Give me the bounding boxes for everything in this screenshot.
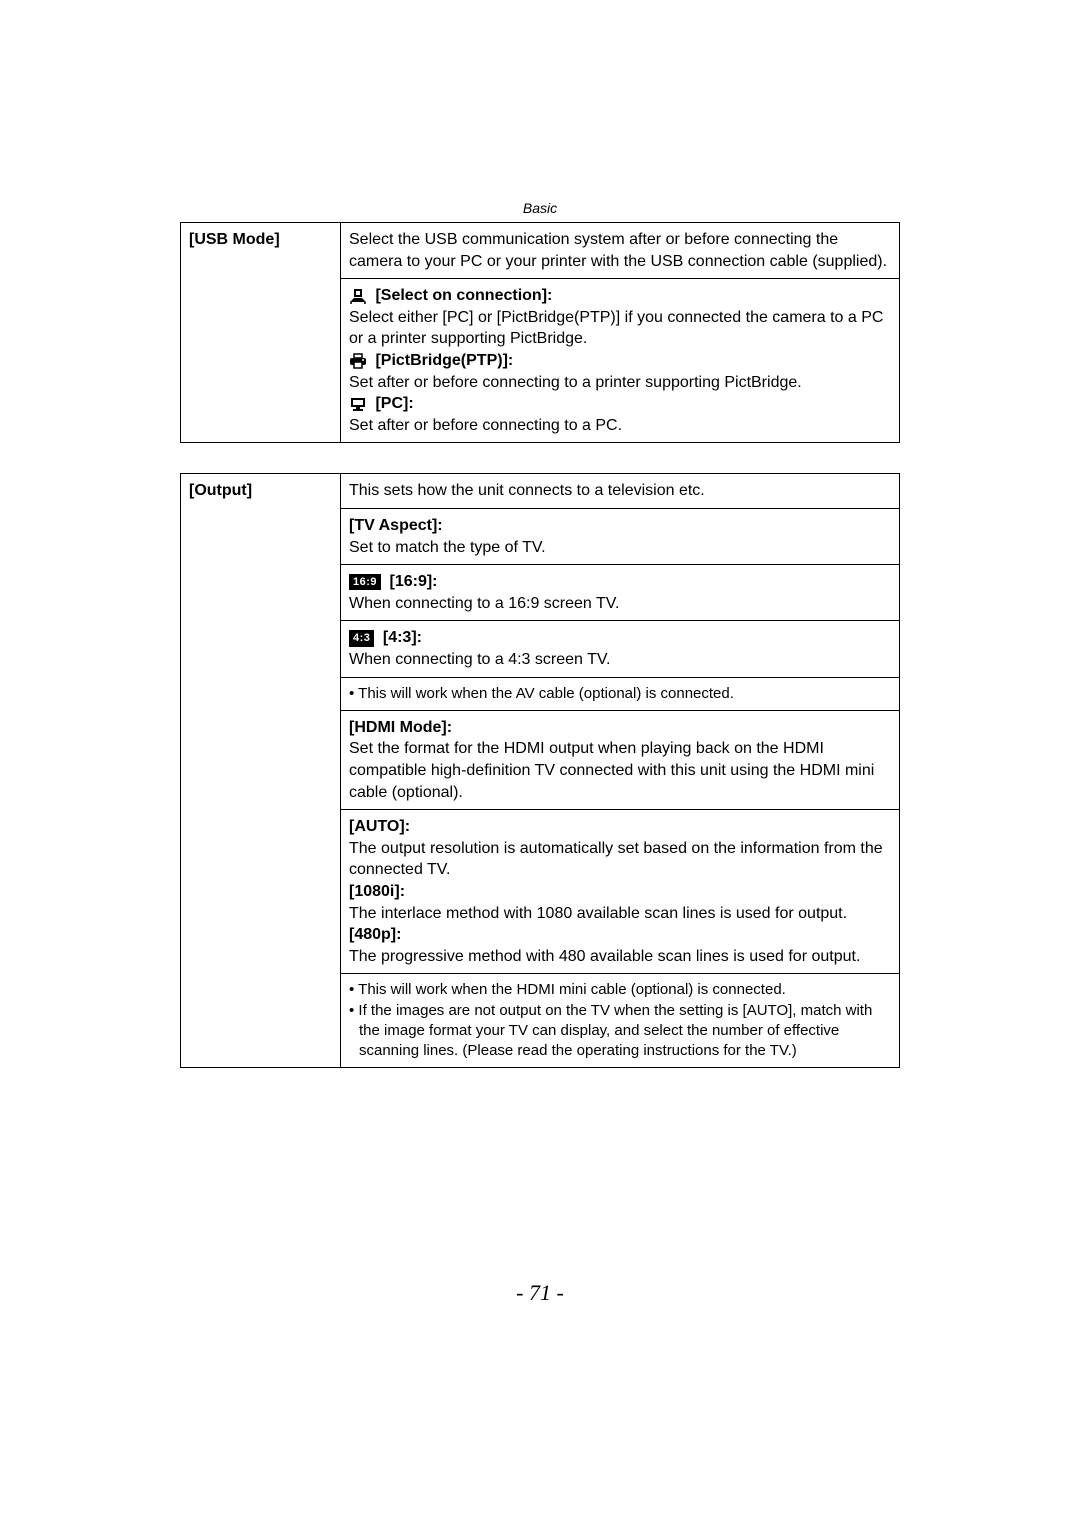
output-table: [Output] This sets how the unit connects… <box>180 473 900 1068</box>
option-title: [AUTO]: <box>349 818 410 835</box>
pc-icon <box>349 393 367 415</box>
setting-description: This sets how the unit connects to a tel… <box>341 474 900 509</box>
note-text: This will work when the HDMI mini cable … <box>358 981 786 998</box>
document-page: Basic [USB Mode] Select the USB communic… <box>0 0 1080 1526</box>
option-title: [HDMI Mode]: <box>349 719 452 736</box>
printer-icon <box>349 350 367 372</box>
aspect-badge-43: 4:3 <box>349 630 374 647</box>
option-text: The output resolution is automatically s… <box>349 840 883 879</box>
setting-options: [Select on connection]: Select either [P… <box>341 279 900 443</box>
setting-option: 4:3 [4:3]: When connecting to a 4:3 scre… <box>341 621 900 677</box>
table-row: [Output] This sets how the unit connects… <box>181 474 900 509</box>
section-header: Basic <box>180 200 900 216</box>
option-text: When connecting to a 4:3 screen TV. <box>349 651 611 668</box>
option-text: Set after or before connecting to a PC. <box>349 417 622 434</box>
option-text: Select either [PC] or [PictBridge(PTP)] … <box>349 309 883 348</box>
option-text: Set to match the type of TV. <box>349 539 546 556</box>
option-title: [16:9]: <box>389 573 437 590</box>
option-text: Set the format for the HDMI output when … <box>349 740 874 800</box>
option-text: Set after or before connecting to a prin… <box>349 374 802 391</box>
setting-description: Select the USB communication system afte… <box>341 223 900 279</box>
option-text: When connecting to a 16:9 screen TV. <box>349 595 619 612</box>
setting-note: • This will work when the AV cable (opti… <box>341 677 900 710</box>
option-title: [480p]: <box>349 926 401 943</box>
aspect-badge-169: 16:9 <box>349 574 381 591</box>
setting-option: [TV Aspect]: Set to match the type of TV… <box>341 509 900 565</box>
setting-label: [Output] <box>181 474 341 1068</box>
note-text: If the images are not output on the TV w… <box>358 1002 872 1060</box>
setting-option: 16:9 [16:9]: When connecting to a 16:9 s… <box>341 565 900 621</box>
setting-note: • This will work when the HDMI mini cabl… <box>341 974 900 1068</box>
setting-option: [AUTO]: The output resolution is automat… <box>341 810 900 974</box>
option-title: [Select on connection]: <box>375 287 552 304</box>
setting-option: [HDMI Mode]: Set the format for the HDMI… <box>341 710 900 809</box>
option-title: [PictBridge(PTP)]: <box>375 352 513 369</box>
option-text: The progressive method with 480 availabl… <box>349 948 860 965</box>
setting-label: [USB Mode] <box>181 223 341 443</box>
usb-select-icon <box>349 285 367 307</box>
option-title: [TV Aspect]: <box>349 517 443 534</box>
page-number: - 71 - <box>0 1280 1080 1306</box>
option-title: [4:3]: <box>383 629 422 646</box>
note-text: This will work when the AV cable (option… <box>358 685 734 702</box>
option-text: The interlace method with 1080 available… <box>349 905 847 922</box>
usb-mode-table: [USB Mode] Select the USB communication … <box>180 222 900 443</box>
option-title: [1080i]: <box>349 883 405 900</box>
option-title: [PC]: <box>375 395 413 412</box>
table-row: [USB Mode] Select the USB communication … <box>181 223 900 279</box>
